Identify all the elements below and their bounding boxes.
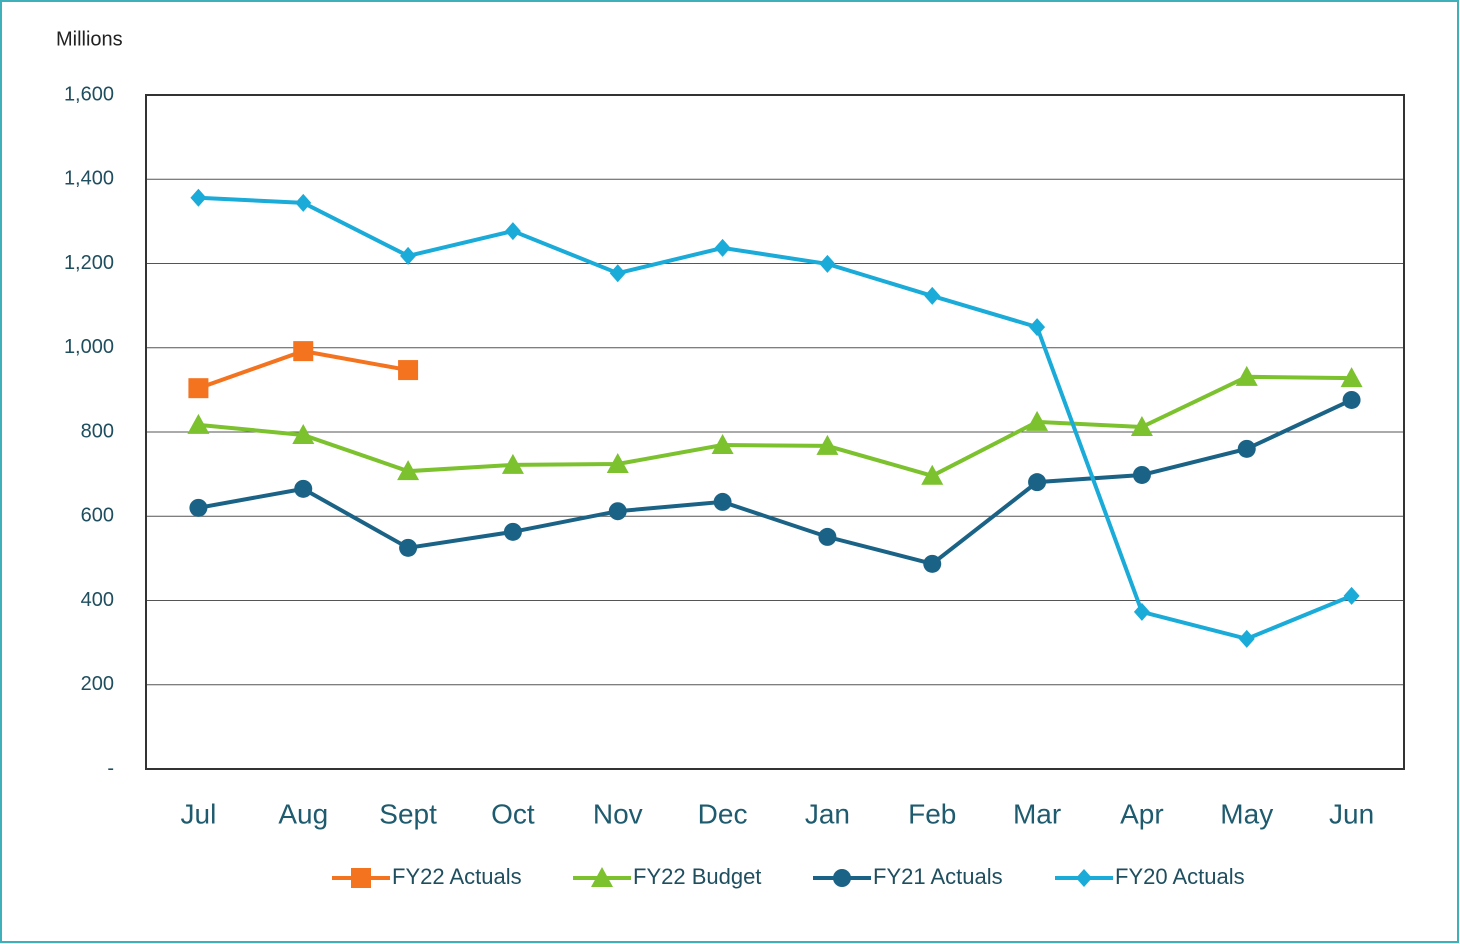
y-tick-label: 200	[81, 673, 114, 695]
marker	[1237, 439, 1256, 458]
marker	[819, 254, 836, 273]
x-tick-label: May	[1220, 798, 1273, 829]
x-tick-label: Jan	[805, 798, 850, 829]
y-tick-label: 1,200	[64, 252, 114, 274]
x-tick-label: Oct	[491, 798, 535, 829]
y-tick-label: 1,400	[64, 168, 114, 190]
x-tick-label: Nov	[593, 798, 643, 829]
marker	[1340, 367, 1363, 388]
marker	[188, 378, 209, 399]
x-tick-label: Mar	[1013, 798, 1061, 829]
y-tick-label: 800	[81, 420, 114, 442]
legend-marker	[351, 868, 371, 888]
marker	[1343, 586, 1360, 605]
marker	[816, 434, 839, 455]
y-tick-label: -	[107, 757, 114, 779]
marker	[504, 222, 521, 241]
marker	[1132, 465, 1151, 484]
x-tick-label: Apr	[1120, 798, 1164, 829]
x-tick-label: Jun	[1329, 798, 1374, 829]
series-line	[198, 374, 1352, 478]
marker	[818, 527, 837, 546]
marker	[924, 286, 941, 305]
marker	[714, 238, 731, 257]
marker	[292, 423, 315, 444]
x-tick-label: Sept	[379, 798, 437, 829]
legend-marker	[1076, 869, 1092, 887]
plot-frame	[145, 94, 1405, 770]
marker	[1029, 318, 1046, 337]
legend-label: FY22 Budget	[633, 864, 761, 889]
x-tick-label: Dec	[698, 798, 748, 829]
marker	[606, 453, 629, 474]
marker	[189, 498, 208, 517]
series-line	[198, 398, 1353, 567]
marker	[295, 193, 312, 212]
y-tick-label: 400	[81, 589, 114, 611]
marker	[609, 264, 626, 283]
marker	[1133, 602, 1150, 621]
legend-label: FY22 Actuals	[392, 864, 522, 889]
marker	[1130, 415, 1153, 436]
marker	[501, 453, 524, 474]
marker	[921, 464, 944, 485]
marker	[400, 246, 417, 265]
legend-marker	[833, 869, 851, 887]
marker	[1238, 629, 1255, 648]
marker	[397, 460, 420, 481]
y-axis-label: Millions	[56, 28, 123, 50]
marker	[1028, 473, 1047, 492]
marker	[190, 188, 207, 207]
marker	[293, 341, 314, 362]
marker	[187, 413, 210, 434]
marker	[923, 554, 942, 573]
x-tick-label: Jul	[181, 798, 217, 829]
marker	[294, 479, 313, 498]
marker	[711, 434, 734, 455]
marker	[399, 538, 418, 557]
y-tick-label: 600	[81, 505, 114, 527]
series-line	[198, 195, 1353, 641]
marker	[398, 360, 419, 381]
y-tick-label: 1,600	[64, 83, 114, 105]
marker	[713, 492, 732, 511]
marker	[608, 502, 627, 521]
legend-marker	[591, 867, 613, 887]
marker	[503, 522, 522, 541]
x-tick-label: Aug	[278, 798, 328, 829]
marker	[1026, 410, 1049, 431]
legend-label: FY20 Actuals	[1115, 864, 1245, 889]
x-tick-label: Feb	[908, 798, 956, 829]
marker	[1235, 365, 1258, 386]
marker	[1342, 390, 1361, 409]
y-tick-label: 1,000	[64, 336, 114, 358]
legend-label: FY21 Actuals	[873, 864, 1003, 889]
